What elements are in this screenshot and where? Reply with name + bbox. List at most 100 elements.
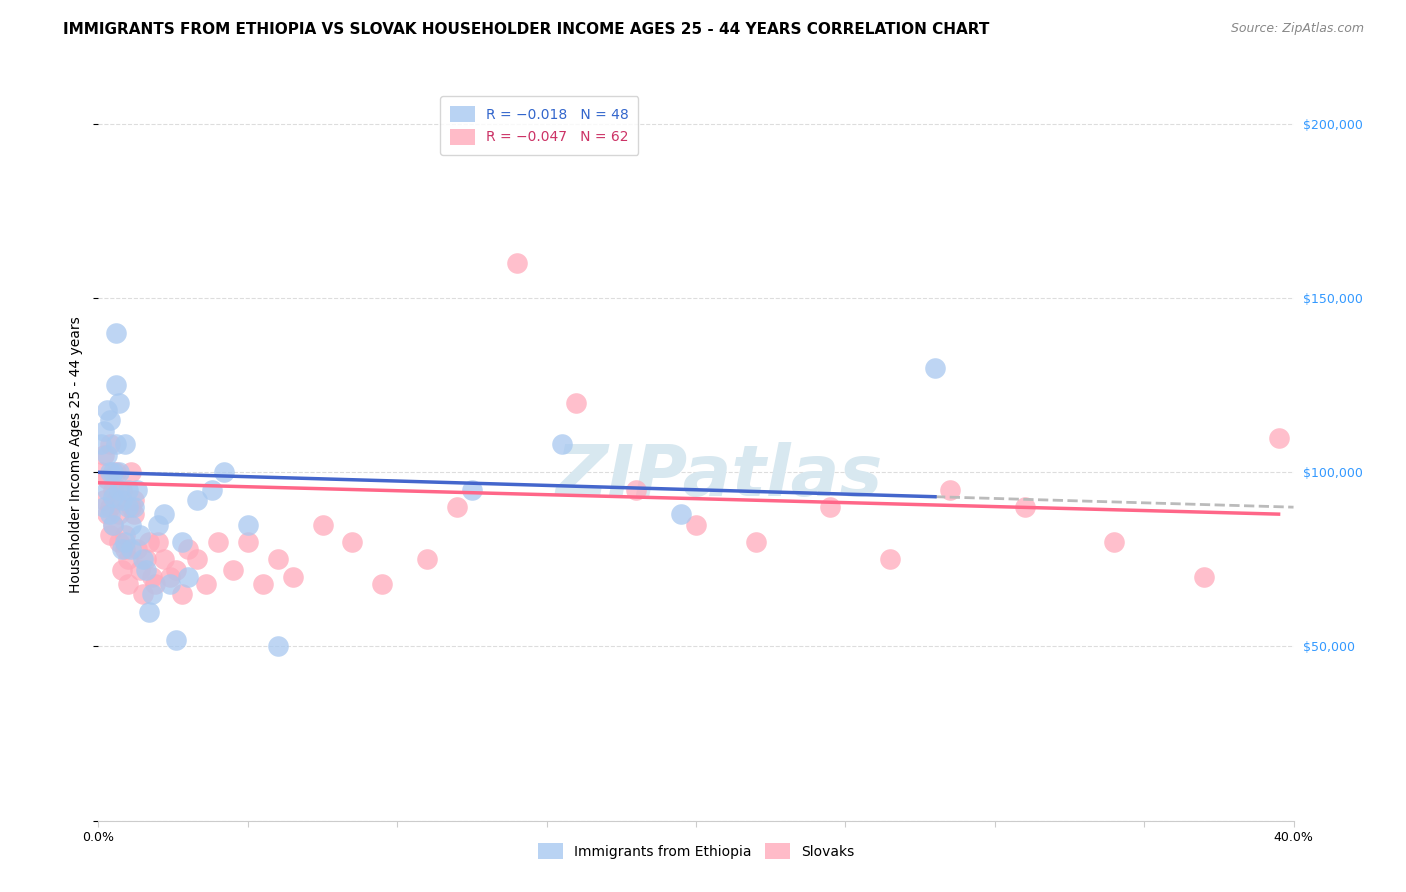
Point <box>626 483 648 497</box>
Text: IMMIGRANTS FROM ETHIOPIA VS SLOVAK HOUSEHOLDER INCOME AGES 25 - 44 YEARS CORRELA: IMMIGRANTS FROM ETHIOPIA VS SLOVAK HOUSE… <box>63 22 990 37</box>
Point <box>685 517 707 532</box>
Point <box>120 517 142 532</box>
Point <box>108 483 131 497</box>
Point <box>207 535 229 549</box>
Point <box>148 535 170 549</box>
Point <box>165 563 187 577</box>
Point <box>565 395 588 409</box>
Point <box>93 500 115 515</box>
Point <box>177 570 200 584</box>
Point <box>124 493 146 508</box>
Point <box>135 563 157 577</box>
Point <box>96 402 118 417</box>
Point <box>461 483 484 497</box>
Point <box>103 517 125 532</box>
Point <box>98 437 122 451</box>
Point <box>124 507 146 521</box>
Point <box>93 448 115 462</box>
Point <box>111 493 134 508</box>
Point <box>212 466 235 480</box>
Point <box>117 500 139 515</box>
Point <box>267 640 290 654</box>
Point <box>120 541 142 556</box>
Point <box>96 483 118 497</box>
Point <box>90 466 112 480</box>
Point <box>98 507 122 521</box>
Point <box>939 483 962 497</box>
Point <box>550 437 572 451</box>
Point <box>127 541 149 556</box>
Point <box>1014 500 1036 515</box>
Point <box>98 413 122 427</box>
Point <box>252 576 274 591</box>
Point <box>117 576 139 591</box>
Point <box>105 493 128 508</box>
Point <box>108 466 131 480</box>
Point <box>311 517 333 532</box>
Point <box>186 493 208 508</box>
Point <box>132 587 155 601</box>
Point <box>141 587 163 601</box>
Point <box>129 563 152 577</box>
Legend: Immigrants from Ethiopia, Slovaks: Immigrants from Ethiopia, Slovaks <box>531 838 860 865</box>
Point <box>117 483 139 497</box>
Point <box>111 541 134 556</box>
Point <box>108 507 131 521</box>
Y-axis label: Householder Income Ages 25 - 44 years: Householder Income Ages 25 - 44 years <box>69 317 83 593</box>
Point <box>879 552 901 566</box>
Text: ZIPatlas: ZIPatlas <box>557 442 883 511</box>
Point <box>177 541 200 556</box>
Point <box>114 437 136 451</box>
Point <box>124 500 146 515</box>
Point <box>165 632 187 647</box>
Point <box>114 535 136 549</box>
Point <box>114 528 136 542</box>
Point <box>108 395 131 409</box>
Point <box>105 326 128 340</box>
Point <box>111 563 134 577</box>
Point <box>172 587 194 601</box>
Point <box>98 466 122 480</box>
Text: Source: ZipAtlas.com: Source: ZipAtlas.com <box>1230 22 1364 36</box>
Point <box>98 528 122 542</box>
Point <box>159 570 181 584</box>
Point <box>236 535 259 549</box>
Point <box>143 576 166 591</box>
Point <box>103 517 125 532</box>
Point <box>105 378 128 392</box>
Point <box>195 576 218 591</box>
Point <box>96 448 118 462</box>
Point <box>120 500 142 515</box>
Point <box>281 570 304 584</box>
Point <box>506 256 529 270</box>
Point <box>222 563 245 577</box>
Point <box>201 483 224 497</box>
Point <box>141 570 163 584</box>
Point <box>103 490 125 504</box>
Point <box>820 500 842 515</box>
Point <box>135 552 157 566</box>
Point <box>172 535 194 549</box>
Point <box>96 507 118 521</box>
Point <box>236 517 259 532</box>
Point <box>90 437 112 451</box>
Point <box>114 541 136 556</box>
Point <box>371 576 394 591</box>
Point <box>111 483 134 497</box>
Point <box>148 517 170 532</box>
Point <box>105 437 128 451</box>
Point <box>132 552 155 566</box>
Point <box>103 483 125 497</box>
Point <box>745 535 768 549</box>
Point <box>103 466 125 480</box>
Point <box>416 552 439 566</box>
Point <box>1267 430 1289 444</box>
Point <box>1104 535 1126 549</box>
Point <box>924 360 946 375</box>
Point <box>105 466 128 480</box>
Point <box>138 605 160 619</box>
Point <box>267 552 290 566</box>
Point <box>153 552 176 566</box>
Point <box>96 472 118 486</box>
Point <box>93 493 115 508</box>
